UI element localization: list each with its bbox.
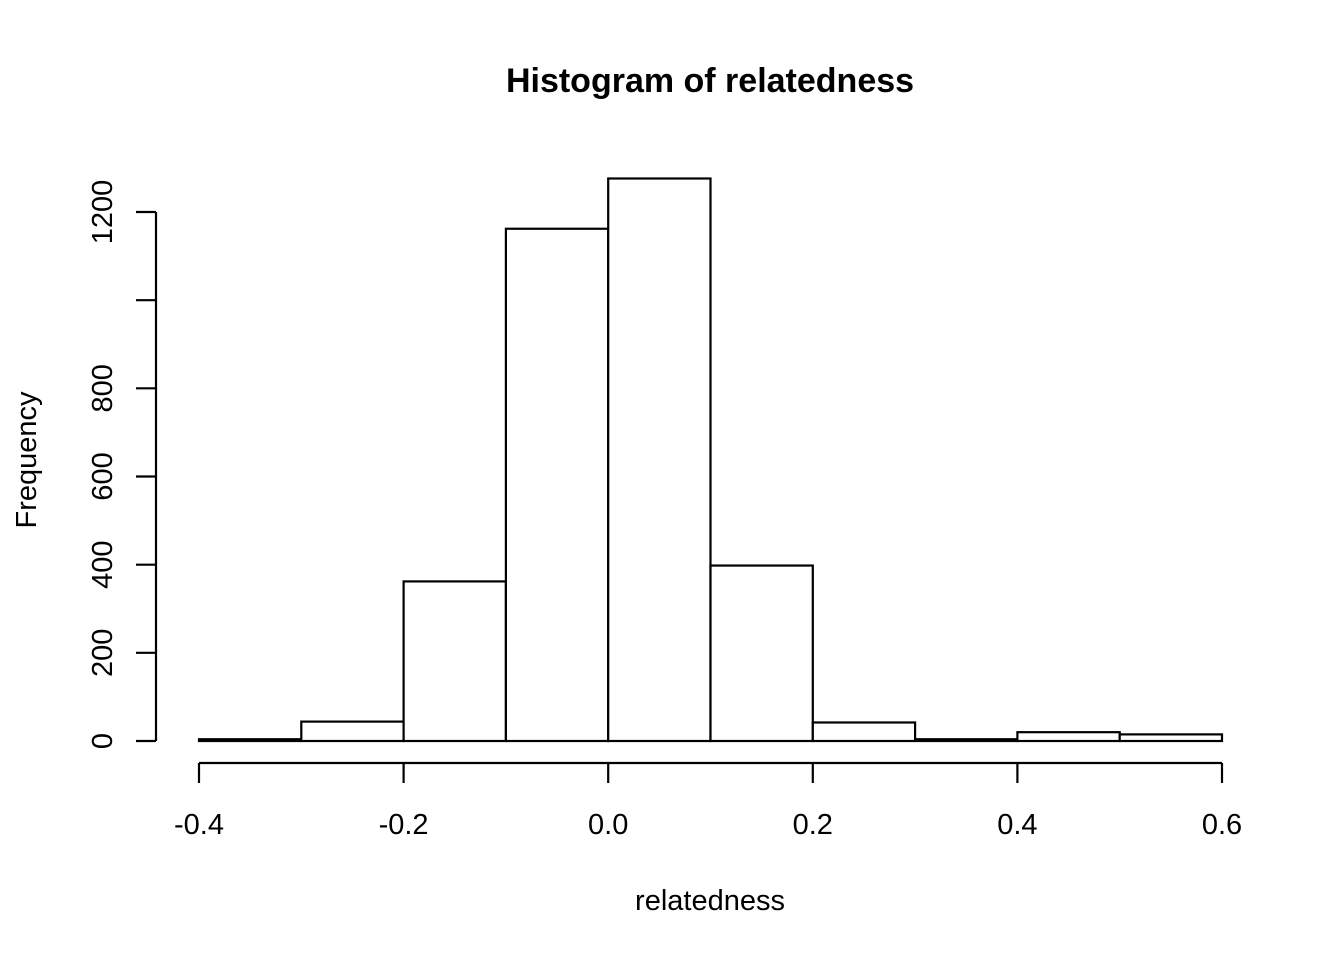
x-axis-label: relatedness (635, 885, 785, 917)
histogram-bar-0 (197, 738, 303, 743)
y-tick-label-0: 0 (87, 733, 119, 749)
x-tick-label-2: 0.0 (588, 809, 628, 841)
histogram-bar-8 (1016, 731, 1121, 743)
histogram-bar-1 (300, 720, 405, 743)
histogram-bar-6 (811, 721, 917, 743)
y-tick-label-2: 400 (87, 540, 119, 588)
y-axis-label: Frequency (11, 391, 43, 529)
x-axis: -0.4 -0.2 0.0 0.2 0.4 0.6 (174, 761, 1242, 841)
y-tick-label-3: 600 (87, 452, 119, 500)
histogram-bar-5 (709, 564, 814, 743)
x-tick-label-3: 0.2 (793, 809, 833, 841)
histogram-bar-9 (1118, 733, 1224, 743)
x-tick-label-0: -0.4 (174, 809, 224, 841)
y-tick-label-1: 200 (87, 629, 119, 677)
x-tick-label-4: 0.4 (997, 809, 1037, 841)
histogram-bar-2 (402, 580, 508, 743)
histogram-bar-7 (913, 738, 1019, 743)
bars-group (197, 177, 1224, 743)
x-tick-label-1: -0.2 (379, 809, 429, 841)
y-tick-label-6: 1200 (87, 180, 119, 245)
y-tick-label-4: 800 (87, 364, 119, 412)
chart-title: Histogram of relatedness (506, 62, 914, 100)
histogram-bar-3 (504, 227, 610, 743)
y-axis: 0 200 400 600 800 1200 (87, 180, 158, 749)
x-tick-label-5: 0.6 (1202, 809, 1242, 841)
histogram-bar-4 (607, 177, 712, 743)
